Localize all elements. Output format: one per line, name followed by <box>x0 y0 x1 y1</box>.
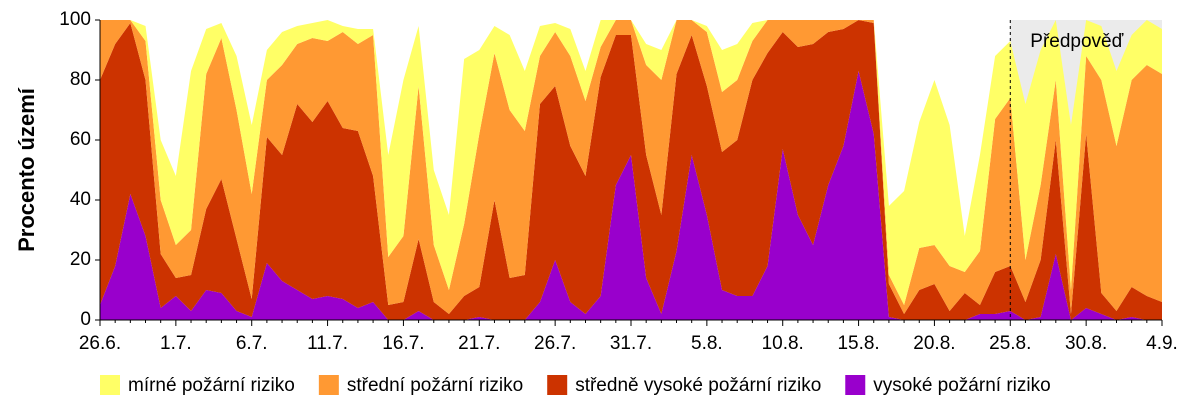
y-tick-label: 40 <box>70 189 91 210</box>
legend-label: vysoké požární riziko <box>873 375 1050 396</box>
x-tick-label: 1.7. <box>160 333 192 354</box>
y-tick-label: 20 <box>70 249 91 270</box>
x-tick-label: 31.7. <box>610 333 652 354</box>
legend-swatch <box>100 375 120 395</box>
x-tick-label: 10.8. <box>762 333 804 354</box>
legend-swatch <box>547 375 568 395</box>
area <box>100 20 1162 305</box>
area <box>100 20 1162 314</box>
y-axis-title: Procento území <box>14 87 39 252</box>
x-tick-label: 25.8. <box>989 333 1031 354</box>
x-tick-label: 6.7. <box>236 333 268 354</box>
x-tick-label: 26.6. <box>79 333 121 354</box>
x-tick-label: 20.8. <box>913 333 955 354</box>
x-tick-label: 11.7. <box>307 333 348 354</box>
x-tick-label: 30.8. <box>1065 333 1107 354</box>
x-tick-label: 16.7. <box>382 333 424 354</box>
x-tick-label: 4.9. <box>1146 333 1178 354</box>
legend-label: mírné požární riziko <box>128 375 295 396</box>
legend-swatch <box>318 375 339 395</box>
legend-swatch <box>845 375 866 395</box>
area <box>100 71 1162 320</box>
area <box>100 20 1162 320</box>
y-tick-label: 80 <box>70 69 91 90</box>
y-tick-label: 0 <box>80 309 91 330</box>
x-tick-label: 15.8. <box>837 333 879 354</box>
x-tick-label: 21.7. <box>458 333 500 354</box>
y-tick-label: 100 <box>59 9 91 30</box>
x-tick-label: 5.8. <box>691 333 723 354</box>
annotation: Předpověď <box>1030 31 1123 52</box>
legend-label: středně vysoké požární riziko <box>575 375 821 396</box>
x-tick-label: 26.7. <box>534 333 576 354</box>
legend-label: střední požární riziko <box>347 375 523 396</box>
y-tick-label: 60 <box>70 129 91 150</box>
